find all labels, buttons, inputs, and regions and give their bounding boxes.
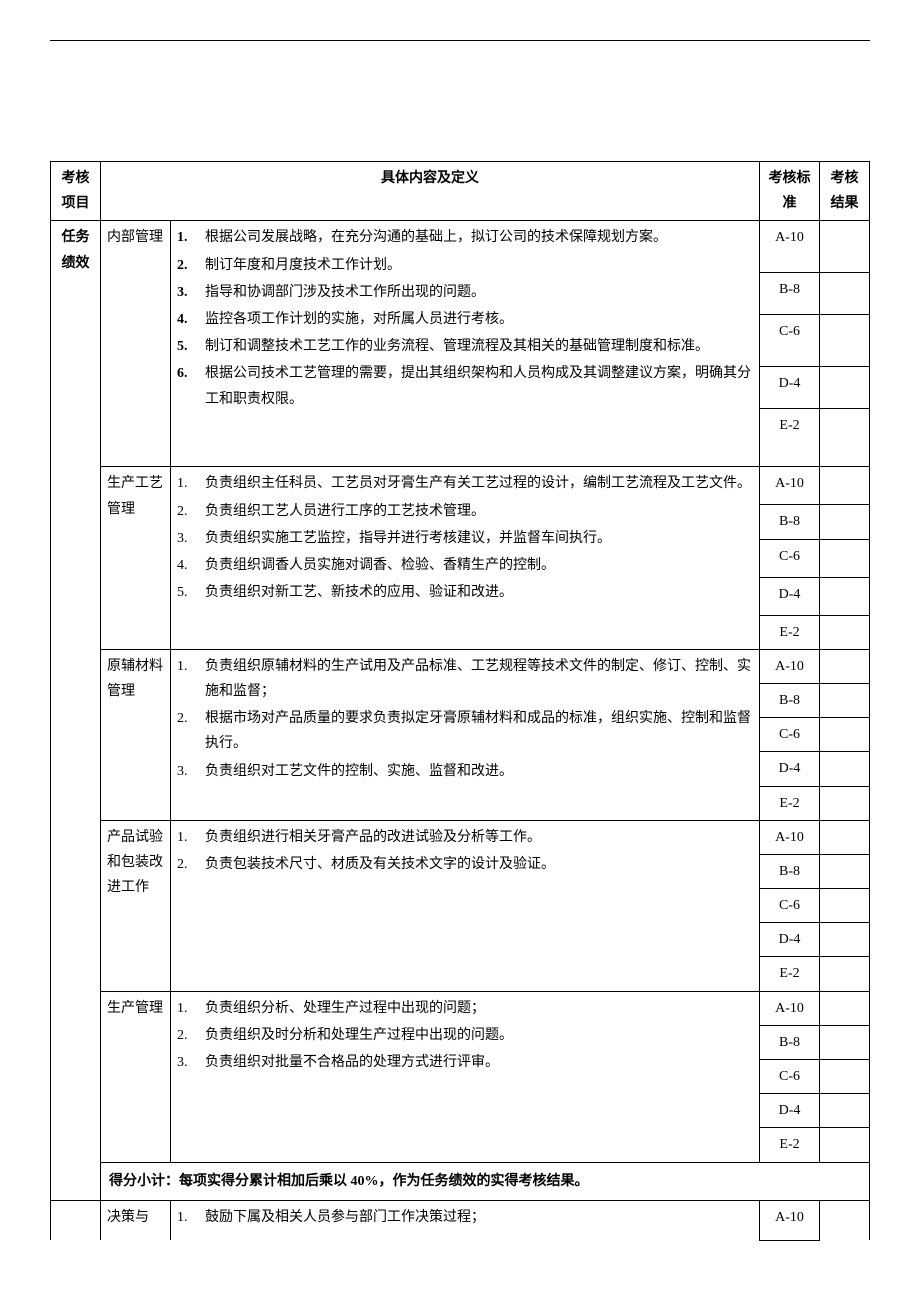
group-decision-content: 1.鼓励下属及相关人员参与部门工作决策过程； <box>171 1200 760 1240</box>
group-material-content: 1.负责组织原辅材料的生产试用及产品标准、工艺规程等技术文件的制定、修订、控制、… <box>171 649 760 820</box>
std-d: D-4 <box>760 577 820 615</box>
std-e: E-2 <box>760 1128 820 1162</box>
table-row: 决策与 1.鼓励下属及相关人员参与部门工作决策过程； A-10 <box>51 1200 870 1240</box>
std-a: A-10 <box>760 1200 820 1240</box>
std-c: C-6 <box>760 718 820 752</box>
std-d: D-4 <box>760 1094 820 1128</box>
document-page: 考核项目 具体内容及定义 考核标准 考核结果 任务绩效 内部管理 1.根据公司发… <box>50 40 870 1241</box>
group-decision-title: 决策与 <box>101 1200 171 1240</box>
std-e: E-2 <box>760 615 820 649</box>
group-process-title: 生产工艺管理 <box>101 467 171 649</box>
group-process-content: 1.负责组织主任科员、工艺员对牙膏生产有关工艺过程的设计，编制工艺流程及工艺文件… <box>171 467 760 649</box>
std-a: A-10 <box>760 221 820 273</box>
group-material-title: 原辅材料管理 <box>101 649 171 820</box>
std-d: D-4 <box>760 752 820 786</box>
table-row: 生产管理 1.负责组织分析、处理生产过程中出现的问题； 2.负责组织及时分析和处… <box>51 991 870 1025</box>
assessment-table: 考核项目 具体内容及定义 考核标准 考核结果 任务绩效 内部管理 1.根据公司发… <box>50 161 870 1241</box>
subtotal-text: 得分小计：每项实得分累计相加后乘以 40%，作为任务绩效的实得考核结果。 <box>101 1162 870 1200</box>
group-prod-content: 1.负责组织分析、处理生产过程中出现的问题； 2.负责组织及时分析和处理生产过程… <box>171 991 760 1162</box>
std-e: E-2 <box>760 409 820 467</box>
group-internal-title: 内部管理 <box>101 221 171 467</box>
std-b: B-8 <box>760 854 820 888</box>
std-b: B-8 <box>760 1025 820 1059</box>
table-row: 生产工艺管理 1.负责组织主任科员、工艺员对牙膏生产有关工艺过程的设计，编制工艺… <box>51 467 870 505</box>
header-result: 考核结果 <box>820 162 870 221</box>
table-row: 原辅材料管理 1.负责组织原辅材料的生产试用及产品标准、工艺规程等技术文件的制定… <box>51 649 870 683</box>
std-b: B-8 <box>760 273 820 315</box>
std-a: A-10 <box>760 991 820 1025</box>
std-c: C-6 <box>760 1060 820 1094</box>
section-task-title: 任务绩效 <box>51 221 101 1200</box>
std-b: B-8 <box>760 683 820 717</box>
group-internal-content: 1.根据公司发展战略，在充分沟通的基础上，拟订公司的技术保障规划方案。 2.制订… <box>171 221 760 467</box>
header-content: 具体内容及定义 <box>101 162 760 221</box>
std-c: C-6 <box>760 539 820 577</box>
std-d: D-4 <box>760 923 820 957</box>
group-test-content: 1.负责组织进行相关牙膏产品的改进试验及分析等工作。 2.负责包装技术尺寸、材质… <box>171 820 760 991</box>
std-b: B-8 <box>760 505 820 539</box>
group-prod-title: 生产管理 <box>101 991 171 1162</box>
table-header-row: 考核项目 具体内容及定义 考核标准 考核结果 <box>51 162 870 221</box>
std-c: C-6 <box>760 889 820 923</box>
std-e: E-2 <box>760 957 820 991</box>
table-row: 任务绩效 内部管理 1.根据公司发展战略，在充分沟通的基础上，拟订公司的技术保障… <box>51 221 870 273</box>
std-a: A-10 <box>760 467 820 505</box>
header-standard: 考核标准 <box>760 162 820 221</box>
header-item: 考核项目 <box>51 162 101 221</box>
result-cell <box>820 221 870 273</box>
std-d: D-4 <box>760 367 820 409</box>
table-row: 产品试验和包装改进工作 1.负责组织进行相关牙膏产品的改进试验及分析等工作。 2… <box>51 820 870 854</box>
std-c: C-6 <box>760 315 820 367</box>
group-test-title: 产品试验和包装改进工作 <box>101 820 171 991</box>
std-a: A-10 <box>760 820 820 854</box>
std-e: E-2 <box>760 786 820 820</box>
section-blank <box>51 1200 101 1240</box>
std-a: A-10 <box>760 649 820 683</box>
subtotal-row: 得分小计：每项实得分累计相加后乘以 40%，作为任务绩效的实得考核结果。 <box>51 1162 870 1200</box>
header-rule <box>50 40 870 41</box>
